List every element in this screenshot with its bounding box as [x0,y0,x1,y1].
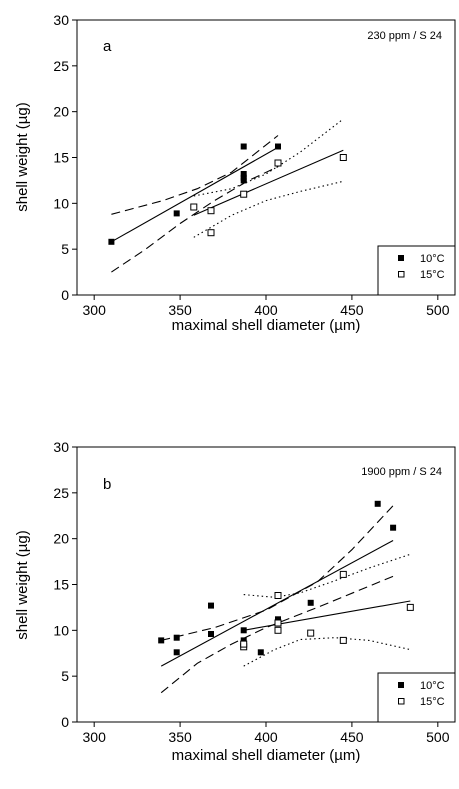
legend-label-15c-a: 15°C [420,269,445,281]
point-b-s0-3 [208,602,214,609]
point-a-s0-5 [240,177,247,184]
point-b-s1-7 [339,636,347,644]
y-tick-label-b-10: 10 [53,622,69,638]
point-b-s0-4 [208,631,214,637]
fit-line-a-s0 [111,146,279,243]
point-a-s0-1 [173,210,180,217]
point-b-s1-3 [274,619,282,627]
legend-marker-15c-a [398,271,405,278]
x-tick-label-b-500: 500 [426,729,450,745]
point-b-s1-5 [307,629,315,637]
point-b-s0-6 [240,637,247,644]
condition-label-b: 1900 ppm / S 24 [361,466,442,478]
x-axis-label-b: maximal shell diameter (µm) [172,747,361,764]
point-b-s1-4 [274,626,282,634]
point-b-s0-0 [158,637,165,644]
y-axis-label-a: shell weight (µg) [14,102,31,212]
x-tick-label-b-350: 350 [168,729,192,745]
legend-marker-15c-b [398,698,405,705]
y-tick-label-b-30: 30 [53,439,69,455]
fit-line-b-s1 [243,600,411,631]
y-tick-label-b-15: 15 [53,577,69,593]
ci-lower-b-s1 [243,637,411,667]
point-a-s1-3 [240,190,248,198]
legend-marker-10c-b [398,682,404,688]
y-tick-label-b-0: 0 [61,714,69,730]
y-tick-label-a-25: 25 [53,58,69,74]
x-tick-label-b-450: 450 [340,729,364,745]
x-tick-label-a-350: 350 [168,302,192,318]
x-tick-label-a-400: 400 [254,302,278,318]
panel-a: a 230 ppm / S 24 maximal shell diameter … [14,12,456,334]
point-b-s1-6 [339,570,347,578]
point-b-s0-2 [173,649,180,656]
legend-b: 10°C 15°C [377,672,456,723]
point-a-s0-6 [275,143,281,150]
y-tick-label-b-5: 5 [61,668,69,684]
condition-label-a: 230 ppm / S 24 [367,30,442,42]
fit-line-b-s0 [160,540,394,667]
point-a-s0-0 [108,238,115,245]
y-tick-label-b-20: 20 [53,531,69,547]
ci-lower-b-s0 [160,575,394,694]
y-tick-label-a-5: 5 [61,241,69,257]
point-b-s0-7 [257,649,264,656]
legend-box-b [377,672,456,723]
ci-upper-a-s0 [111,135,279,215]
point-a-s0-2 [240,143,247,150]
x-tick-label-a-450: 450 [340,302,364,318]
y-tick-label-b-25: 25 [53,485,69,501]
legend-label-10c-a: 10°C [420,253,445,265]
x-axis-label-a: maximal shell diameter (µm) [172,317,361,334]
point-b-s0-8 [275,616,281,623]
y-tick-label-a-15: 15 [53,150,69,166]
y-axis-label-b: shell weight (µg) [14,530,31,640]
y-tick-label-a-10: 10 [53,195,69,211]
point-a-s0-3 [240,171,247,177]
legend-box-a [377,245,456,296]
y-tick-label-a-20: 20 [53,104,69,120]
panel-b: b 1900 ppm / S 24 maximal shell diameter… [14,439,456,764]
point-a-s1-0 [190,203,198,211]
y-tick-label-a-0: 0 [61,287,69,303]
panel-letter-a: a [103,38,112,55]
point-a-s1-2 [207,229,215,237]
ci-upper-a-s1 [193,118,344,197]
legend-marker-10c-a [398,255,404,261]
point-a-s1-4 [274,159,282,167]
point-b-s1-2 [274,592,282,599]
point-a-s1-1 [207,207,215,215]
fit-line-a-s1 [193,149,344,216]
ci-lower-a-s1 [193,180,344,238]
legend-a: 10°C 15°C [377,245,456,296]
point-b-s0-10 [374,500,381,507]
ci-upper-b-s0 [161,505,394,641]
point-b-s1-8 [406,603,414,611]
legend-label-10c-b: 10°C [420,680,445,692]
point-b-s0-11 [390,524,397,531]
x-tick-label-b-300: 300 [83,729,107,745]
point-b-s1-1 [240,640,248,648]
y-tick-label-a-30: 30 [53,12,69,28]
x-tick-label-a-300: 300 [83,302,107,318]
x-tick-label-b-400: 400 [254,729,278,745]
point-b-s0-9 [307,599,314,606]
legend-label-15c-b: 15°C [420,696,445,708]
panel-letter-b: b [103,476,111,493]
point-b-s0-1 [173,634,180,641]
ci-lower-a-s0 [111,166,279,273]
point-a-s1-5 [339,154,347,161]
x-tick-label-a-500: 500 [426,302,450,318]
